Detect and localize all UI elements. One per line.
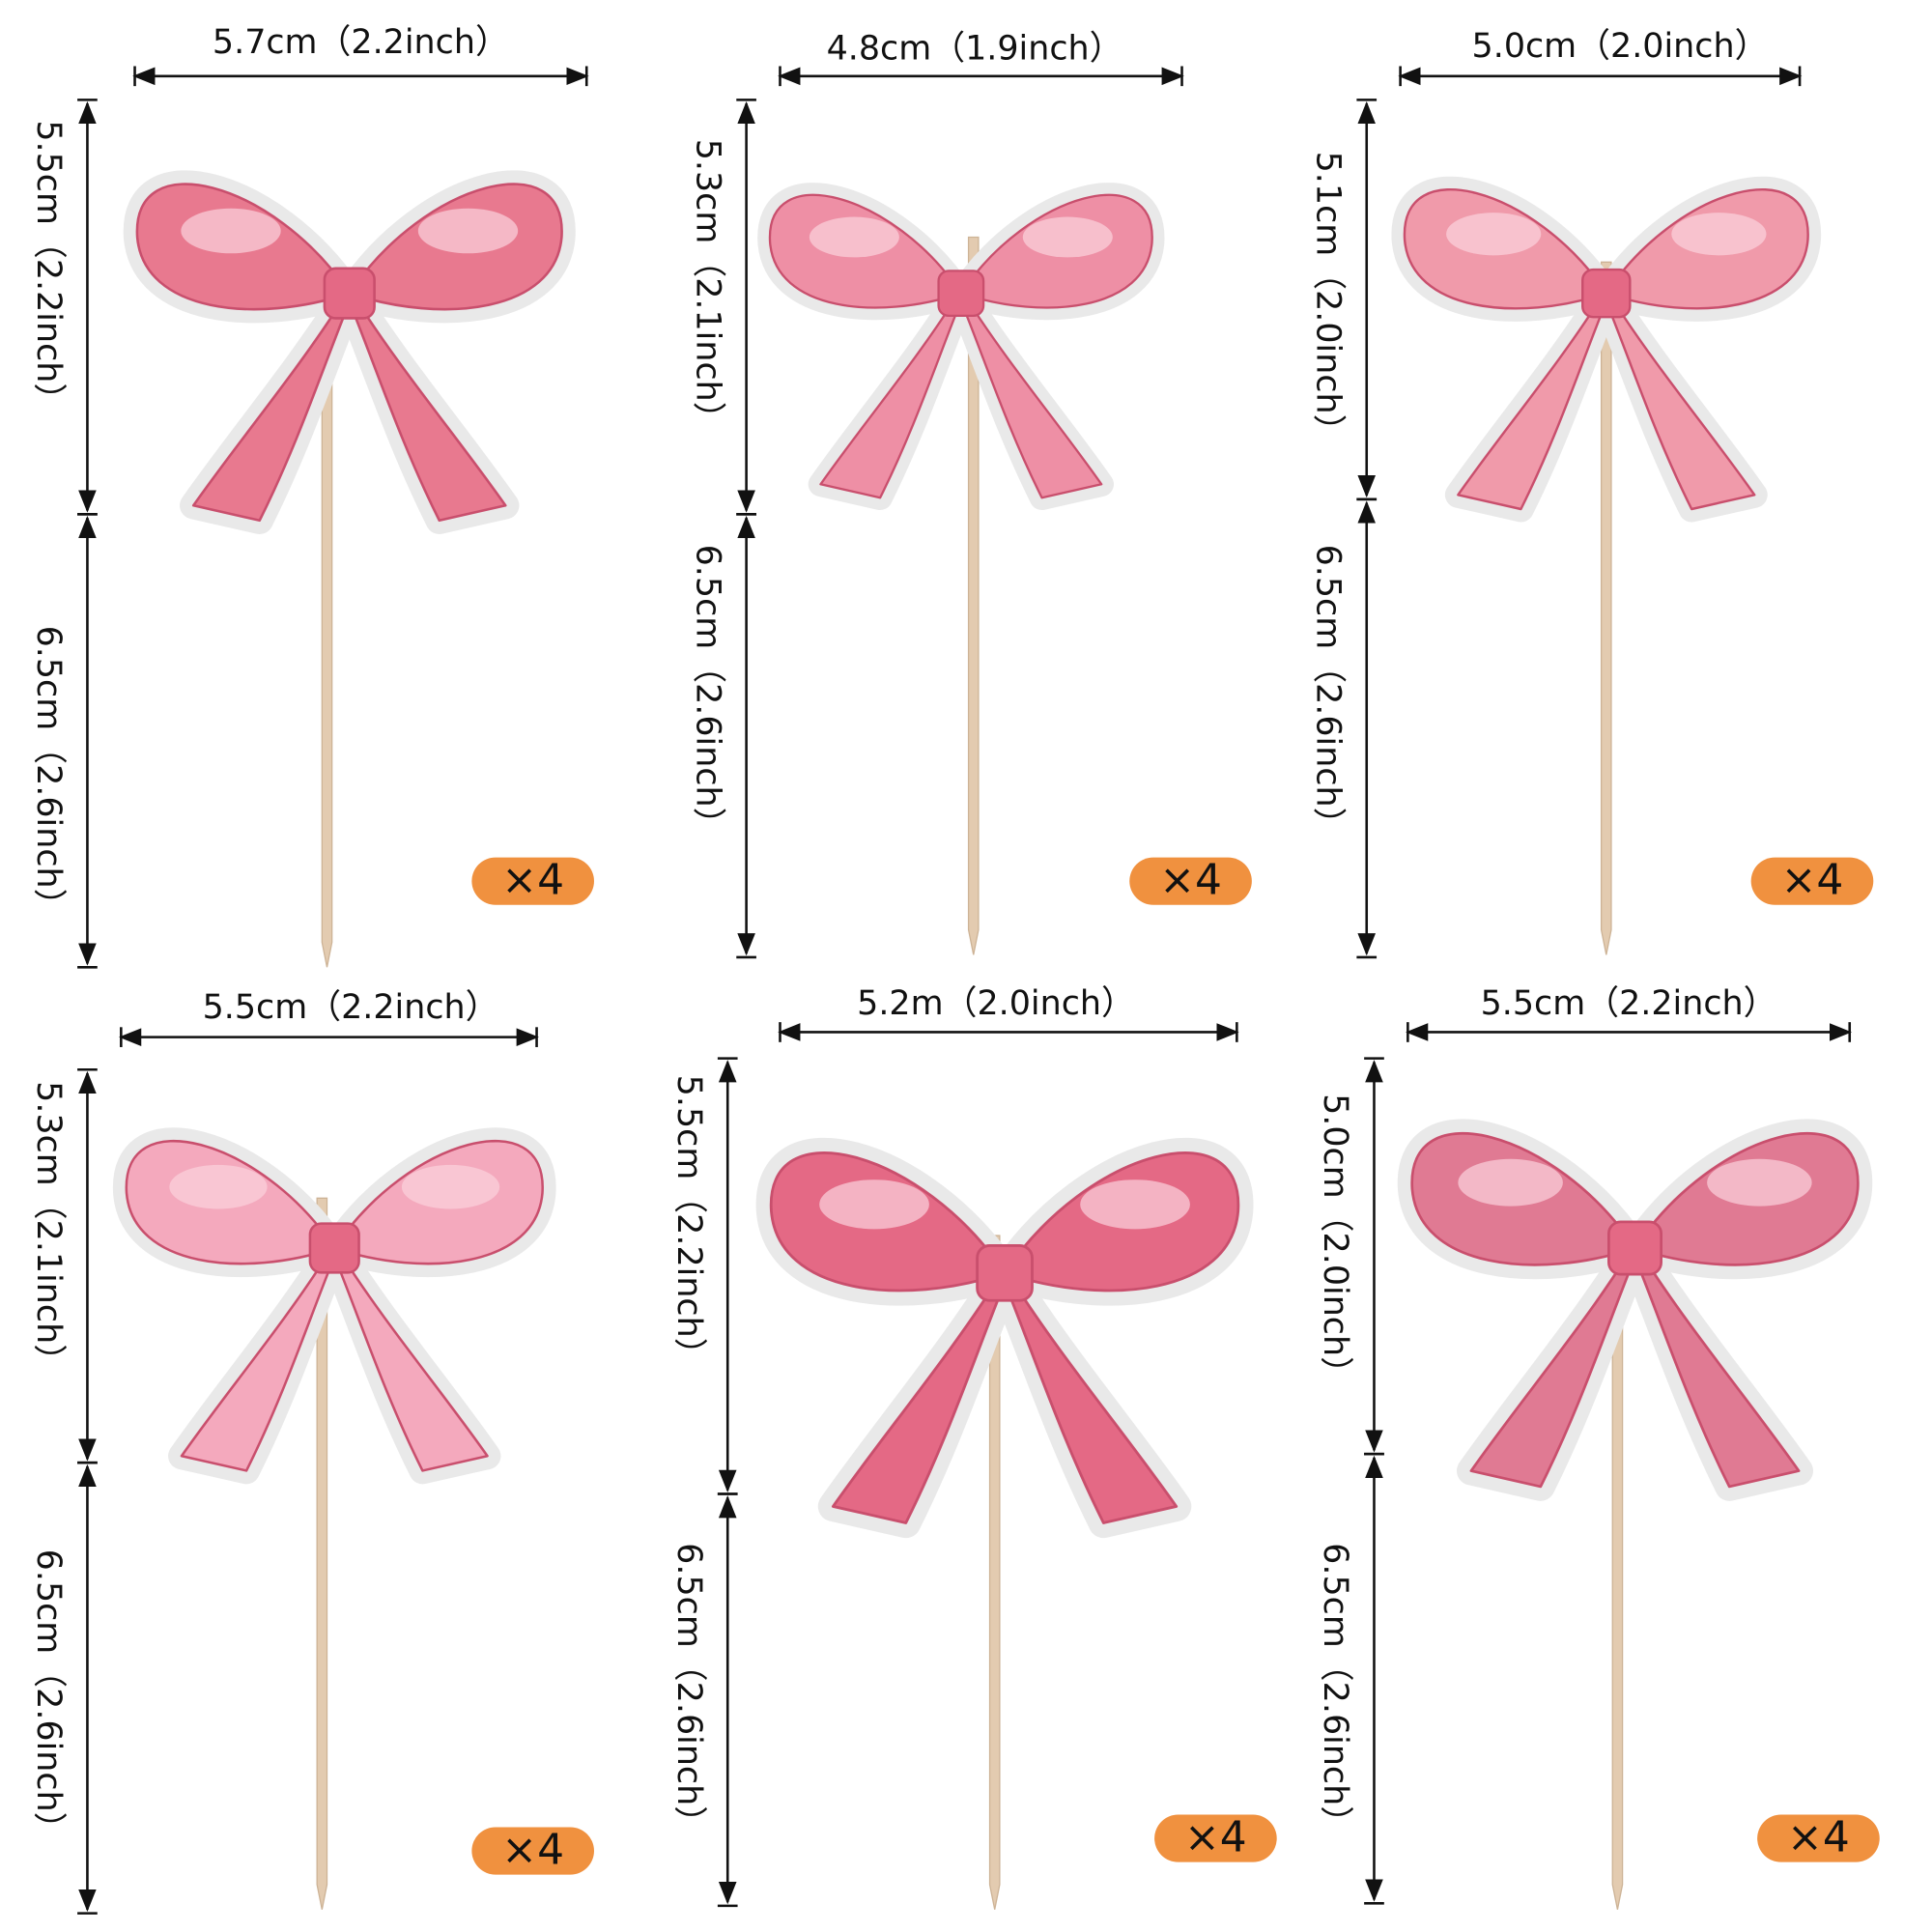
head-height-label: 5.3cm（2.1inch） [29,1081,68,1378]
bow-knot [976,1243,1034,1302]
bow [123,170,576,534]
quantity-label: ×4 [1781,855,1844,904]
stick [321,349,333,968]
quantity-label: ×4 [1159,855,1222,904]
head-height-label: 5.5cm（2.2inch） [29,120,68,416]
stick [316,1197,328,1910]
bow-highlight [417,208,519,254]
bow [113,1127,556,1485]
bow-highlight [181,208,281,254]
quantity-label: ×4 [1184,1812,1247,1861]
topper: 5.5cm（2.2inch） 5.0cm（2.0inch） 6.5cm（2.6inc… [1316,984,1880,1910]
bow-ribbon [831,1279,1004,1524]
bow-highlight [169,1164,268,1209]
width-label: 5.5cm（2.2inch） [203,988,499,1027]
stick [988,1235,1001,1910]
width-label: 5.0cm（2.0inch） [1472,27,1769,66]
quantity-badge [471,857,594,905]
head-height-label: 5.3cm（2.1inch） [688,139,726,436]
bow-knot [937,270,985,318]
stick-length-label: 6.5cm（2.6inch） [1316,1543,1354,1839]
topper: 5.2m（2.0inch） 5.5cm（2.2inch） 6.5cm（2.6inch… [669,984,1277,1910]
width-label: 5.7cm（2.2inch） [213,23,509,62]
stick [967,236,980,955]
bow-ribbon [1635,1254,1801,1489]
bow-knot [308,1222,360,1274]
bow [1397,1119,1873,1501]
bow-ribbon [819,298,960,499]
quantity-label: ×4 [501,1825,564,1874]
bow-highlight [1458,1158,1563,1207]
bow-highlight [1707,1158,1812,1207]
topper: 4.8cm（1.9inch） 5.3cm（2.1inch） 6.5cm（2.6inc… [688,30,1252,959]
bow-highlight [1671,213,1767,256]
bow [755,1137,1254,1539]
topper: 5.5cm（2.2inch） 5.3cm（2.1inch） 6.5cm（2.6inc… [29,988,594,1915]
bow-highlight [1446,213,1542,256]
quantity-badge [1750,857,1874,905]
head-height-label: 5.1cm（2.0inch） [1308,152,1347,448]
bow-knot [323,267,376,320]
stick-length-label: 6.5cm（2.6inch） [688,545,726,841]
bow-highlight [401,1164,500,1209]
quantity-badge [1154,1814,1277,1862]
quantity-badge [1129,857,1252,905]
width-label: 5.2m（2.0inch） [857,984,1135,1023]
quantity-badge [1757,1814,1880,1862]
bow-highlight [819,1179,929,1230]
bow-ribbon [351,299,507,523]
bow-knot [1607,1220,1662,1276]
bow-knot [1581,268,1632,319]
bow-ribbon [191,299,349,523]
stick-length-label: 6.5cm（2.6inch） [29,626,68,923]
bow-ribbon [335,1254,489,1472]
stick [1611,1260,1624,1910]
topper: 5.0cm（2.0inch） 5.1cm（2.0inch） 6.5cm（2.6inc… [1308,27,1874,959]
bow-highlight [809,216,899,258]
bow-ribbon [1607,298,1756,511]
width-label: 5.5cm（2.2inch） [1481,984,1777,1023]
stick-length-label: 6.5cm（2.6inch） [669,1543,708,1839]
bow-ribbon [1469,1254,1634,1489]
bow-ribbon [180,1254,333,1472]
bow [757,183,1165,511]
bow-highlight [1022,216,1113,258]
head-height-label: 5.0cm（2.0inch） [1316,1094,1354,1390]
bow-ribbon [1457,298,1605,511]
quantity-badge [471,1827,594,1875]
bow-highlight [1080,1179,1190,1230]
quantity-label: ×4 [1787,1812,1850,1861]
stick-length-label: 6.5cm（2.6inch） [29,1549,68,1846]
stick [1600,261,1612,955]
topper: 5.7cm（2.2inch） 5.5cm（2.2inch） 6.5cm（2.6inc… [29,23,594,969]
width-label: 4.8cm（1.9inch） [827,30,1123,69]
head-height-label: 5.5cm（2.2inch） [669,1075,708,1372]
quantity-label: ×4 [501,855,564,904]
bow [1391,176,1821,523]
bow-ribbon [961,298,1103,499]
bow-ribbon [1006,1279,1179,1524]
stick-length-label: 6.5cm（2.6inch） [1308,545,1347,841]
